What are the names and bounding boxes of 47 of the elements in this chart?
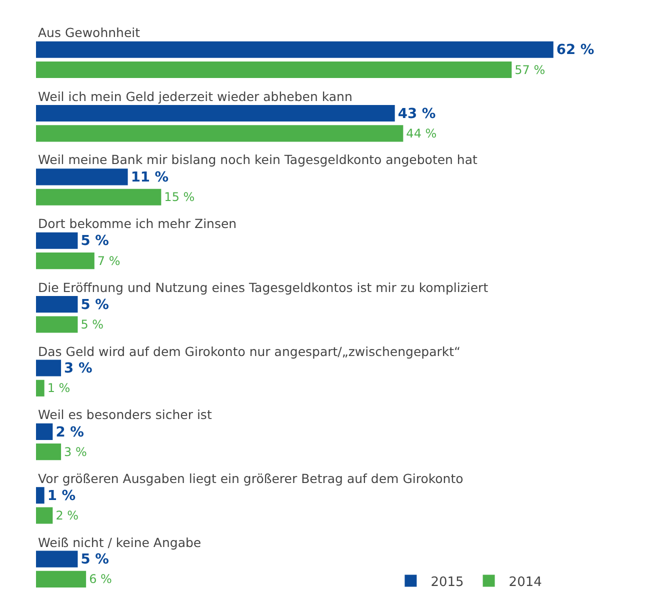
data-label: 6 % (89, 572, 112, 586)
y-tick-label: Weil es besonders sicher ist (38, 407, 212, 422)
data-label: 5 % (80, 317, 104, 332)
y-tick-label: Vor größeren Ausgaben liegt ein größerer Betrag auf dem Girokonto (38, 471, 464, 486)
bar (36, 61, 512, 78)
bar (36, 105, 395, 122)
data-label: 5 % (80, 233, 110, 250)
bar (36, 487, 44, 504)
data-label: 5 % (80, 552, 110, 568)
bar (36, 168, 128, 186)
data-label: 44 % (406, 126, 437, 140)
data-label: 3 % (64, 444, 87, 459)
data-label: 62 % (556, 42, 594, 58)
data-label: 57 % (514, 62, 546, 77)
y-tick-label: Weiß nicht / keine Angabe (38, 535, 202, 550)
bar (36, 423, 53, 440)
bar (36, 360, 62, 376)
data-label: 1 % (47, 381, 70, 396)
data-label: 7 % (97, 254, 120, 268)
data-label: 1 % (47, 488, 76, 504)
data-label: 11 % (130, 170, 169, 186)
y-tick-label: Weil ich mein Geld jederzeit wieder abheben kann (38, 89, 352, 104)
y-tick-label: Weil meine Bank mir bislang noch kein Tagesgeldkonto angeboten hat (38, 152, 478, 167)
bar (36, 444, 62, 460)
data-label: 5 % (80, 296, 110, 313)
data-label: 43 % (398, 106, 436, 122)
bar (36, 188, 162, 206)
bar (36, 296, 78, 313)
bar (36, 380, 44, 396)
data-label: 2 % (56, 508, 79, 523)
bar (36, 41, 554, 58)
y-tick-label: Dort bekomme ich mehr Zinsen (38, 216, 237, 231)
data-label: 3 % (64, 360, 92, 377)
bar (36, 550, 78, 568)
bar (36, 252, 94, 270)
bar (36, 507, 53, 524)
data-label: 15 % (164, 190, 195, 204)
legend-label: 2015 (430, 574, 464, 590)
y-tick-label: Aus Gewohnheit (38, 25, 140, 40)
bar (36, 316, 78, 333)
bar (36, 125, 404, 142)
bar (36, 570, 86, 588)
data-label: 2 % (56, 424, 84, 440)
legend-label: 2014 (508, 574, 542, 590)
bar (36, 232, 78, 249)
y-tick-label: Das Geld wird auf dem Girokonto nur angespart/„zwischengeparkt“ (38, 344, 460, 359)
y-tick-label: Die Eröffnung und Nutzung eines Tagesgeldkontos ist mir zu kompliziert (38, 280, 488, 295)
